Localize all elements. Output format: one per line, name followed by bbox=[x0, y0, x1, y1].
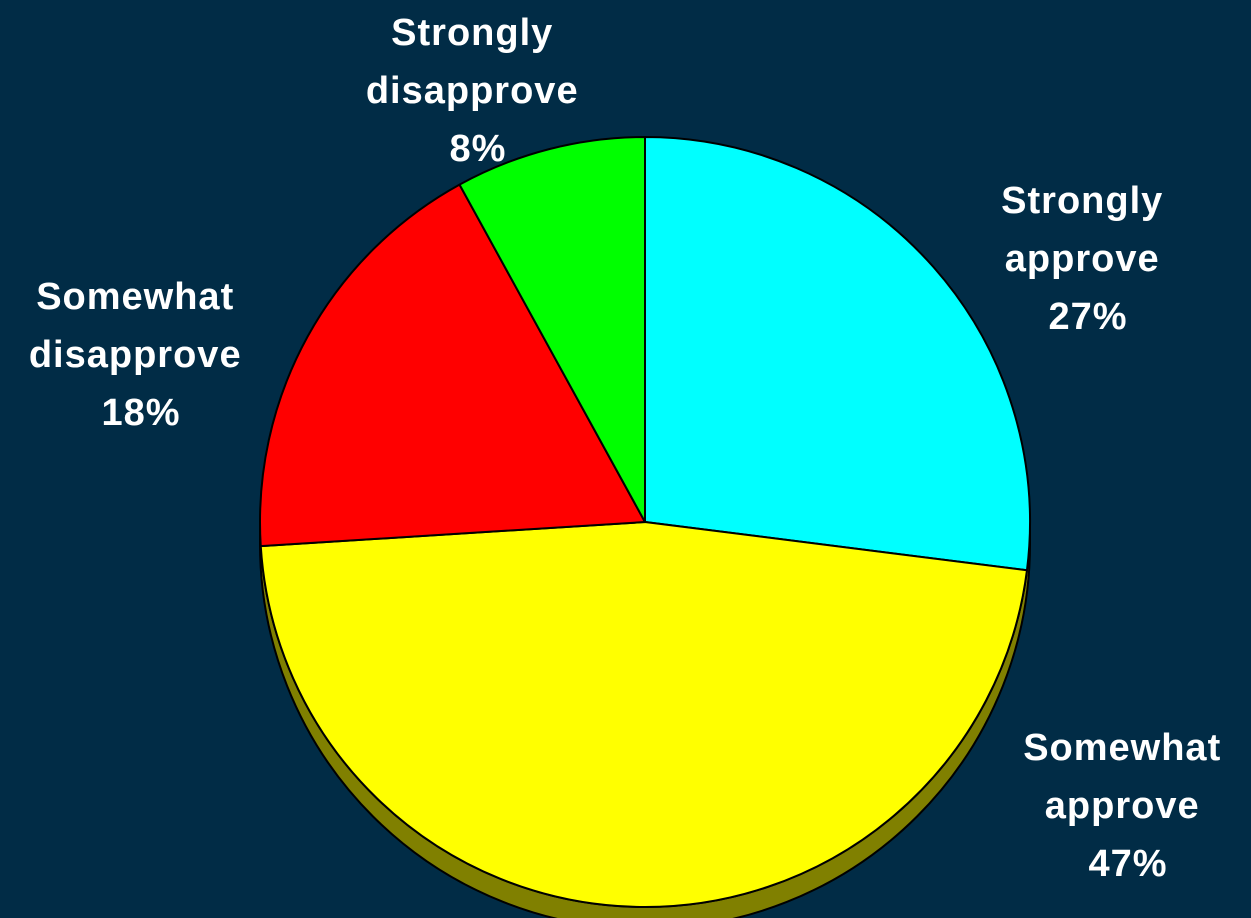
slice-label-somewhat-disapprove: Somewhat disapprove 18% bbox=[29, 276, 253, 434]
pie-labels: Strongly approve 27% Somewhat approve 47… bbox=[29, 12, 1233, 885]
pie-slice-somewhat-disapprove bbox=[259, 183, 646, 548]
pie-slice-somewhat-approve bbox=[259, 521, 1028, 908]
slice-label-strongly-approve: Strongly approve 27% bbox=[1001, 180, 1175, 338]
pie-slice-strongly-disapprove bbox=[458, 136, 646, 523]
slice-label-somewhat-approve: Somewhat approve 47% bbox=[1023, 727, 1233, 885]
pie-slices bbox=[259, 136, 1031, 908]
slice-label-strongly-disapprove: Strongly disapprove 8% bbox=[366, 12, 590, 170]
pie-slice-strongly-approve bbox=[644, 136, 1031, 572]
